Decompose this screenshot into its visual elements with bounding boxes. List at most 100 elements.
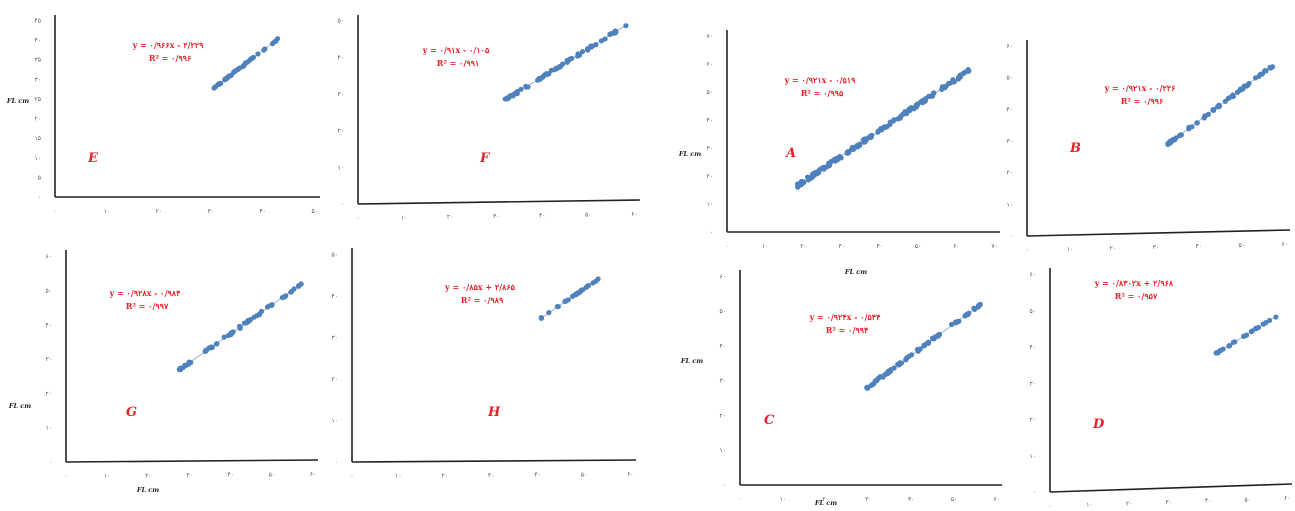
data-point (590, 43, 596, 49)
y-tick-label: ۳۰ (1007, 138, 1013, 145)
y-tick-label: ۵۰ (46, 288, 52, 295)
data-point (977, 301, 983, 307)
data-point (1177, 132, 1183, 139)
y-tick-label: ۴۰ (707, 117, 713, 124)
data-point (1194, 120, 1200, 126)
panel-letter: G (126, 405, 137, 420)
y-tick-label: ۳۵ (35, 57, 41, 64)
y-tick-label: ۰ (38, 194, 41, 201)
panel-letter: A (784, 146, 796, 161)
x-tick-label: ۴۰ (539, 212, 545, 219)
chart-panel-h: ۰ ۱۰ ۲۰ ۳۰ ۴۰ ۵۰ ۶۰ ۰ ۱۰ ۲۰ ۳۰ ۴۰ ۵۰ y = ۰/۸۵x + ۲/۸۶… (332, 248, 637, 480)
x-tick-label: ۲۰ (1110, 245, 1116, 252)
regression-equation: y = ۰/۹۲۱x - ۰/۲۲۶ (1104, 83, 1176, 93)
data-point (546, 310, 552, 316)
data-point (903, 357, 909, 363)
data-point (575, 53, 581, 59)
y-tick-label: ۳۰ (46, 356, 52, 363)
data-point (1267, 317, 1273, 324)
y-tick-label: ۴۵ (35, 17, 41, 24)
panel-letter: C (764, 413, 775, 428)
x-tick-label: ۵۰ (1244, 496, 1250, 503)
y-axis-label: FL cm (678, 150, 701, 158)
data-point (241, 63, 247, 69)
x-tick-label: ۴۰ (1205, 498, 1211, 505)
y-tick-label: ۴۰ (720, 343, 726, 350)
data-point (965, 312, 971, 318)
y-tick-label: ۲۵ (35, 96, 41, 103)
data-point (255, 51, 261, 57)
x-tick-label: ۶۰ (1284, 495, 1290, 502)
y-tick-label: ۵۰ (720, 308, 726, 315)
x-tick-label: ۴۰ (260, 208, 266, 215)
y-tick-label: ۶۰ (1030, 272, 1036, 279)
data-point (1269, 64, 1276, 70)
r-squared: R² = ۰/۹۸۹ (461, 295, 504, 305)
x-tick-label: ۳۰ (1165, 499, 1171, 506)
data-point (908, 352, 915, 358)
data-point (224, 76, 230, 82)
x-tick-label: ۵۰ (581, 471, 587, 478)
y-tick-label: ۲۰ (1007, 170, 1013, 177)
y-tick-label: ۰ (1033, 489, 1036, 496)
y-tick-label: ۳۰ (1030, 380, 1036, 387)
y-tick-label: ۱۵ (35, 135, 41, 142)
data-point (546, 71, 552, 77)
x-tick-label: ۲۰ (447, 214, 453, 221)
y-tick-label: ۲۰ (332, 376, 338, 383)
y-tick-label: ۴۰ (338, 54, 344, 61)
chart-panel-d: ۰ ۱۰ ۲۰ ۳۰ ۴۰ ۵۰ ۶۰ ۰ ۱۰ ۲۰ ۳۰ ۴۰ ۵۰ ۶۰ y = ۰/۸۳۰۲x + … (1030, 268, 1293, 510)
x-axis (357, 199, 641, 205)
x-tick-label: ۰ (1048, 503, 1051, 510)
x-tick-label: ۴۰ (227, 472, 233, 479)
data-point (951, 79, 957, 85)
x-tick-label: ۱۰ (401, 214, 407, 221)
x-tick-label: ۰ (53, 208, 56, 215)
x-tick-label: ۲۰ (145, 472, 151, 479)
data-point (554, 65, 561, 71)
regression-equation: y = ۰/۹۲۸x - ۰/۹۸۴ (109, 288, 181, 298)
y-tick-label: ۶۰ (720, 273, 726, 280)
y-tick-label: ۰ (335, 459, 338, 466)
x-tick-label: ۰ (350, 473, 353, 480)
chart-panel-c: ۰ ۱۰ ۲۰ ۳۰ ۴۰ ۵۰ ۶۰ ۰ ۱۰ ۲۰ ۳۰ ۴۰ ۵۰ ۶۰ y = ۰/۹۲۴x - ۰… (680, 270, 1002, 507)
data-point (298, 281, 304, 287)
data-point (1256, 73, 1262, 79)
regression-equation: y = ۰/۸۵x + ۲/۸۶۵ (444, 282, 516, 292)
data-point (256, 311, 263, 317)
data-point (946, 80, 952, 86)
y-tick-label: ۱۰ (707, 201, 713, 208)
panel-letter: B (1069, 141, 1081, 156)
data-point (949, 321, 955, 328)
y-tick-label: ۵۰ (1007, 75, 1013, 82)
data-point (538, 315, 545, 321)
data-point (216, 81, 223, 87)
r-squared: R² = ۰/۹۹۴ (826, 325, 869, 335)
data-point (237, 324, 243, 330)
y-tick-label: ۳۰ (707, 145, 713, 152)
r-squared: R² = ۰/۹۹۵ (801, 88, 844, 98)
y-tick-label: ۱۰ (46, 425, 52, 432)
x-tick-label: ۴۰ (908, 496, 914, 503)
data-point (1244, 83, 1250, 89)
y-tick-label: ۵۰ (332, 251, 338, 258)
data-point (925, 340, 931, 346)
data-point (826, 162, 832, 168)
data-point (814, 170, 820, 177)
x-tick-label: ۵۰ (269, 471, 275, 478)
data-point (821, 166, 827, 172)
x-tick-label: ۱۰ (395, 473, 401, 480)
data-point (865, 385, 871, 391)
data-point (801, 179, 807, 186)
data-point (867, 133, 873, 139)
data-point (882, 124, 889, 130)
data-point (845, 148, 851, 155)
data-point (248, 56, 254, 62)
data-point (873, 378, 880, 384)
x-tick-label: ۲۰ (800, 243, 806, 250)
y-tick-label: ۳۰ (35, 76, 41, 83)
data-point (585, 282, 592, 289)
x-tick-label: ۴۰ (1196, 243, 1202, 250)
data-point (805, 175, 812, 182)
x-tick-label: ۳۰ (865, 496, 871, 503)
